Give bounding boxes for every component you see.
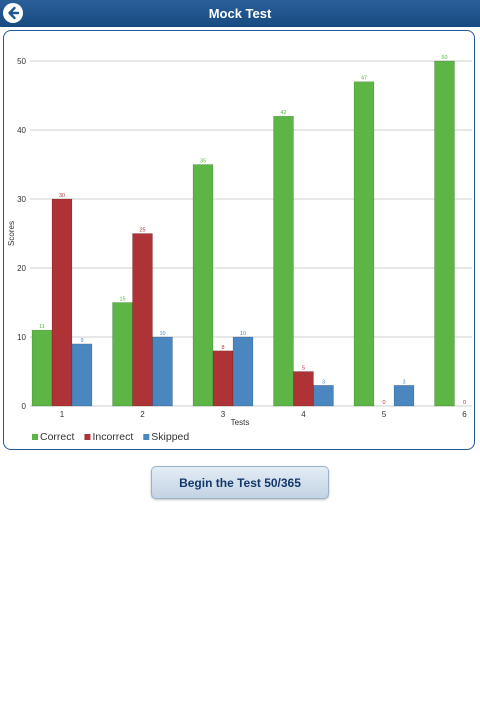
bar-correct	[192, 164, 214, 407]
y-tick-label: 20	[17, 264, 26, 273]
legend-swatch-skipped	[143, 434, 150, 440]
data-label: 35	[200, 159, 206, 165]
x-tick-label: 4	[301, 410, 306, 419]
x-tick-label: 6	[462, 410, 467, 419]
data-label: 30	[59, 193, 65, 199]
bar-incorrect	[212, 350, 234, 407]
back-button[interactable]	[3, 3, 23, 23]
bar-skipped	[71, 343, 93, 407]
data-label: 8	[221, 345, 224, 351]
y-tick-label: 10	[17, 333, 26, 342]
bar-correct	[31, 329, 53, 407]
data-label: 10	[240, 331, 246, 337]
data-label: 50	[441, 55, 447, 61]
y-tick-label: 50	[17, 57, 26, 66]
bar-skipped	[393, 385, 415, 407]
legend-swatch-incorrect	[84, 434, 91, 440]
bar-incorrect	[51, 198, 73, 407]
bar-skipped	[313, 385, 334, 407]
data-label: 3	[402, 379, 405, 385]
bar-incorrect	[132, 233, 153, 407]
bar-correct	[434, 60, 455, 407]
data-label: 10	[159, 331, 165, 337]
data-label: 3	[322, 379, 325, 385]
data-label: 5	[302, 366, 305, 372]
y-tick-label: 40	[17, 126, 26, 135]
page-title: Mock Test	[208, 6, 272, 21]
x-tick-label: 3	[221, 410, 226, 419]
bar-incorrect	[293, 371, 314, 407]
y-axis-label: Scores	[7, 221, 16, 246]
y-tick-label: 0	[22, 402, 27, 411]
data-label: 42	[280, 110, 286, 116]
data-label: 25	[139, 228, 145, 234]
legend-label-incorrect: Incorrect	[92, 431, 133, 443]
data-label: 0	[382, 400, 385, 406]
bar-correct	[353, 81, 375, 407]
legend-label-correct: Correct	[40, 431, 75, 443]
x-tick-label: 5	[382, 410, 387, 419]
bar-skipped	[232, 336, 254, 407]
x-axis-label: Tests	[231, 418, 250, 427]
results-bar-chart: 01020304050Scores11309115251023581034253…	[7, 55, 472, 443]
bar-correct	[112, 302, 133, 407]
data-label: 47	[361, 76, 367, 82]
x-tick-label: 2	[140, 410, 145, 419]
data-label: 11	[39, 324, 45, 330]
bar-skipped	[152, 336, 173, 407]
legend-label-skipped: Skipped	[151, 431, 189, 443]
x-tick-label: 1	[60, 410, 65, 419]
bar-correct	[273, 115, 294, 407]
y-tick-label: 30	[17, 195, 26, 204]
results-chart-card: 0 10 20 30 40 50 Scores 11 30 9 1 15 25 10 2 35 8 10 3 42 5 3…	[3, 30, 475, 450]
data-label: 15	[119, 297, 125, 303]
data-label: 0	[463, 400, 466, 406]
data-label: 9	[80, 338, 83, 344]
app-header: Mock Test	[0, 0, 480, 27]
legend-swatch-correct	[32, 434, 38, 440]
begin-test-button[interactable]: Begin the Test 50/365	[151, 466, 329, 499]
back-arrow-icon	[8, 6, 20, 20]
